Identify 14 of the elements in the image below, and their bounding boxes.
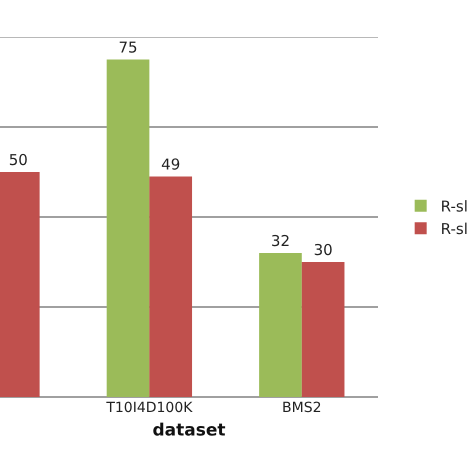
x-tick-label: T10I4D100K <box>105 400 194 416</box>
bar <box>302 262 344 397</box>
legend-label: R-sl <box>440 220 468 238</box>
data-label: 49 <box>161 156 180 174</box>
bar <box>149 176 192 397</box>
bar <box>106 60 150 397</box>
data-label: 32 <box>270 232 290 250</box>
data-label: 30 <box>314 241 333 259</box>
data-label: 50 <box>8 151 28 169</box>
x-tick-label: BMS2 <box>282 400 322 416</box>
legend-label: R-sl <box>440 198 468 216</box>
x-axis-title: dataset <box>152 420 226 440</box>
data-label: 75 <box>118 38 138 56</box>
bar <box>259 253 302 397</box>
